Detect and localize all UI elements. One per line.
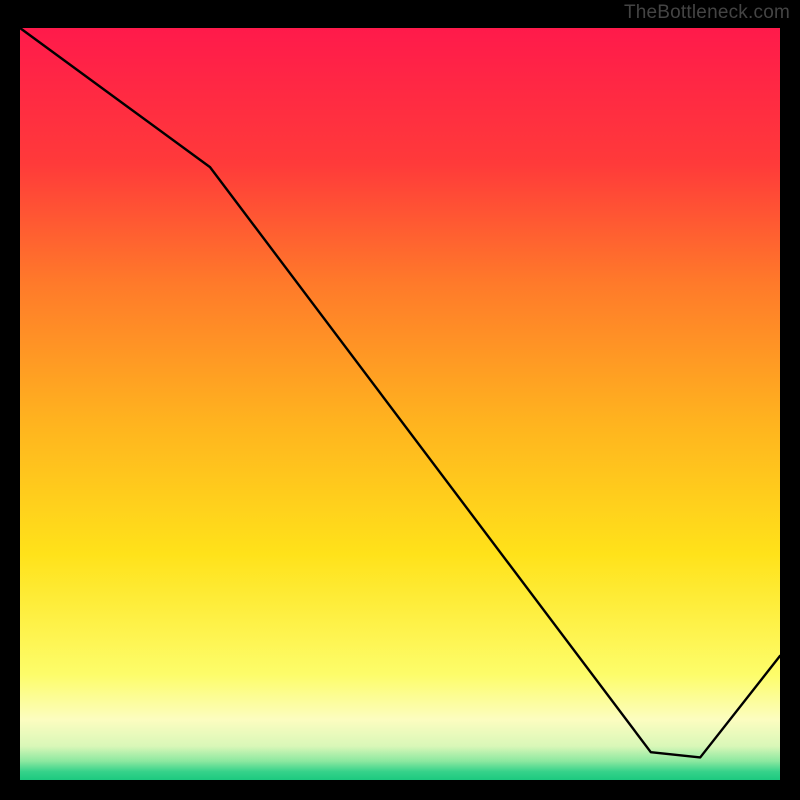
chart-svg (0, 0, 800, 800)
plot-area (20, 28, 780, 780)
chart-canvas: TheBottleneck.com (0, 0, 800, 800)
attribution-text: TheBottleneck.com (624, 2, 790, 24)
